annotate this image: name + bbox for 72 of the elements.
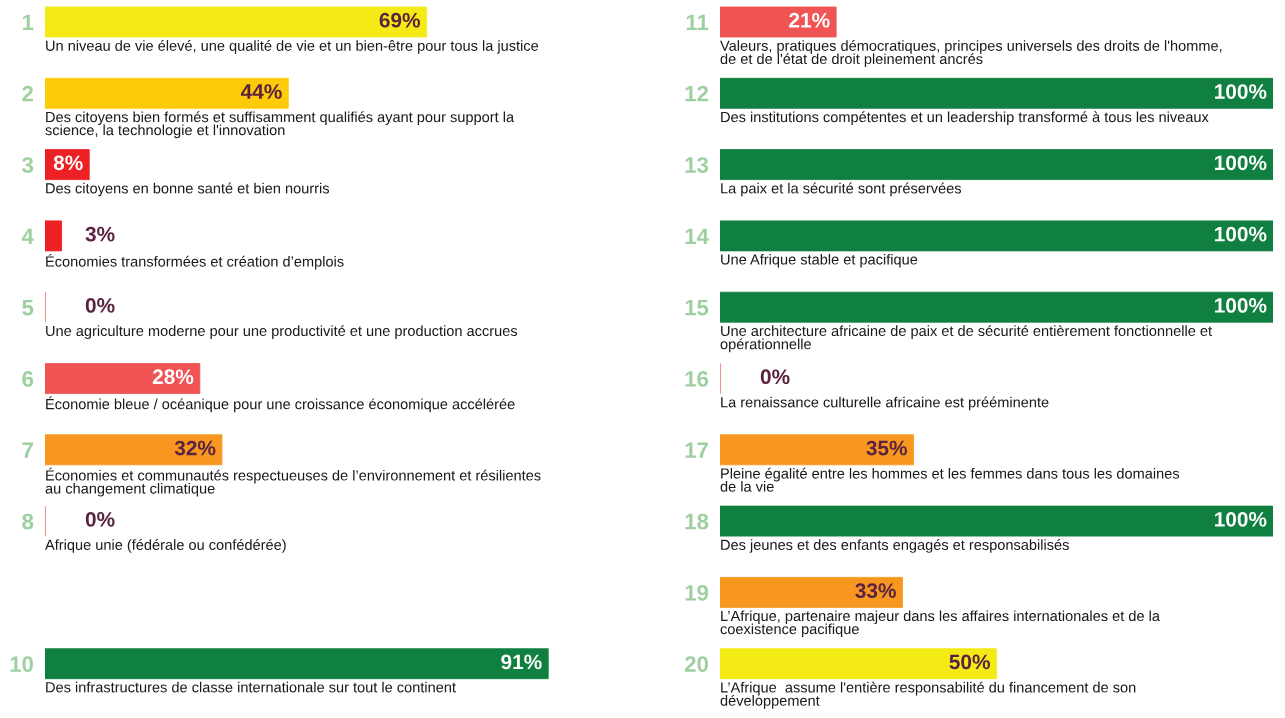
annotation: Économies transformées et création d’emplois: [46, 253, 344, 270]
annotation: Afrique unie (fédérale ou confédérée): [45, 539, 286, 553]
data-label: 0%: [760, 369, 790, 385]
y-tick-label: 11: [686, 14, 709, 31]
data-label: 44%: [240, 84, 282, 99]
annotation: Des infrastructures de classe internationale sur tout le continent: [46, 681, 456, 693]
data-label: 100%: [1215, 298, 1267, 313]
data-label: 100%: [1215, 155, 1267, 171]
bar: [45, 77, 289, 109]
y-tick-label: 16: [685, 371, 709, 387]
y-tick-label: 13: [685, 157, 709, 173]
bar: [720, 434, 914, 466]
data-label: 100%: [1215, 226, 1267, 242]
y-tick-label: 1: [22, 14, 34, 31]
annotation: L’Afrique assume l'entière responsabilité du financement de son développement: [720, 681, 1136, 709]
annotation: Économies et communautés respectueuses de l’environnement et résilientes au changement climatique: [45, 467, 541, 497]
data-label: 69%: [379, 12, 421, 28]
annotation: La paix et la sécurité sont préservées: [721, 182, 962, 197]
annotation: Une Afrique stable et pacifique: [721, 253, 918, 268]
bar: [720, 648, 997, 680]
bar: [720, 576, 903, 608]
bar: [45, 434, 223, 466]
data-label: 33%: [855, 583, 896, 599]
data-label: 100%: [1215, 84, 1267, 99]
data-label: 32%: [174, 440, 216, 456]
annotation: Une architecture africaine de paix et de sécurité entièrement fonctionnelle et opérationnelle: [720, 325, 1212, 353]
annotation: Des citoyens bien formés et suffisamment qualifiés ayant pour support la science, la technologie et l'innovation: [45, 111, 515, 139]
bar: [45, 220, 63, 252]
data-label: 35%: [866, 440, 907, 456]
annotation: Un niveau de vie élevé, une qualité de vie et un bien-être pour tous la justice: [46, 40, 539, 54]
data-label: 8%: [53, 155, 83, 171]
bar: [720, 149, 1273, 181]
annotation: Une agriculture moderne pour une productivité et une production accrues: [46, 325, 518, 339]
annotation: Des institutions compétentes et un leadership transformé à tous les niveaux: [721, 111, 1209, 126]
bar: [720, 220, 1273, 252]
bar: [720, 6, 837, 38]
y-tick-label: 7: [22, 442, 33, 458]
data-label: 100%: [1215, 511, 1267, 527]
annotation: Économie bleue / océanique pour une croissance économique accélérée: [46, 396, 515, 413]
y-tick-label: 8: [22, 513, 34, 530]
data-label: 3%: [85, 226, 115, 242]
annotation: Pleine égalité entre les hommes et les femmes dans tous les domaines de la vie: [720, 467, 1180, 492]
data-label: 0%: [85, 298, 115, 313]
y-tick-label: 10: [10, 656, 33, 672]
bar: [45, 648, 549, 680]
bar: [45, 363, 201, 394]
y-tick-label: 19: [685, 584, 709, 601]
annotation: L’Afrique, partenaire majeur dans les affaires internationales et de la coexistence pacifique: [720, 610, 1160, 638]
annotation: Des jeunes et des enfants engagés et responsabilisés: [721, 539, 1069, 553]
y-tick-label: 15: [685, 299, 709, 316]
y-tick-label: 5: [22, 299, 34, 316]
y-tick-label: 4: [21, 228, 34, 244]
data-label: 0%: [85, 511, 115, 527]
y-tick-label: 14: [685, 228, 709, 244]
y-tick-label: 17: [685, 442, 708, 458]
data-label: 91%: [501, 654, 542, 670]
bar: [45, 6, 427, 38]
y-tick-label: 12: [685, 85, 708, 102]
data-label: 50%: [949, 654, 990, 670]
bar: [720, 505, 1273, 537]
y-tick-label: 2: [22, 85, 33, 102]
bar: [720, 291, 1273, 323]
annotation: Valeurs, pratiques démocratiques, principes universels des droits de l'homme, de et de l'état de droit pleinement ancrés: [720, 40, 1222, 67]
y-tick-label: 20: [684, 656, 708, 672]
annotation: La renaissance culturelle africaine est prééminente: [721, 396, 1049, 411]
y-tick-label: 6: [22, 371, 34, 387]
annotation: Des citoyens en bonne santé et bien nourris: [46, 182, 330, 197]
data-label: 28%: [152, 369, 194, 385]
y-tick-label: 18: [685, 513, 709, 530]
data-label: 21%: [789, 12, 830, 28]
bar: [720, 77, 1273, 109]
y-tick-label: 3: [22, 157, 34, 173]
